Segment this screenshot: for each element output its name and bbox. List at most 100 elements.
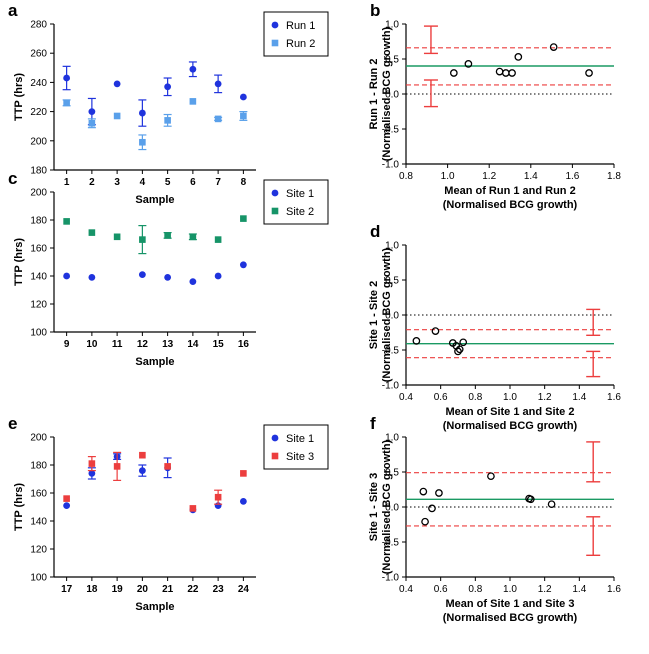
data-point <box>63 502 71 509</box>
data-point <box>88 460 96 467</box>
x-tick-label: 15 <box>213 339 225 350</box>
x-tick-label: 1.8 <box>607 171 621 182</box>
data-point <box>428 504 436 513</box>
x-tick-label: 14 <box>187 339 199 350</box>
data-point <box>164 232 171 239</box>
data-point <box>189 65 197 73</box>
x-tick-label: 1.4 <box>572 584 586 595</box>
y-tick-label: 180 <box>30 461 47 472</box>
x-tick-label: 17 <box>61 584 73 595</box>
panel-b: b -1.0 -0.5 0.0 0.5 1.0 0.8 1.0 1.2 1.4 1.6 1.8 Mean… <box>368 1 621 211</box>
legend-label: Site 1 <box>286 433 314 445</box>
x-tick-label: 21 <box>162 584 174 595</box>
data-point <box>495 67 504 76</box>
data-point <box>88 470 96 477</box>
data-point <box>214 272 222 280</box>
y-axis-label: Site 1 - Site 2 <box>368 281 380 349</box>
data-point <box>139 138 146 146</box>
y-axis-label: TTP (hrs) <box>13 73 25 121</box>
data-point <box>214 236 222 243</box>
panel-f: f -1.0 -0.5 0.0 0.5 1.0 0.4 0.6 0.8 1.0 1.2 1.4 1.6 M… <box>368 414 621 624</box>
panel-e: e 100 120 140 160 180 200 17 18 19 20 21 22 23 24 Sampl… <box>8 414 329 613</box>
data-point <box>526 495 535 504</box>
x-tick-label: 1.0 <box>503 392 517 403</box>
data-point <box>164 83 172 91</box>
x-axis-label: Mean of Run 1 and Run 2 <box>444 185 575 197</box>
y-tick-label: 200 <box>30 188 47 199</box>
x-tick-label: 11 <box>112 339 123 350</box>
y-tick-label: 180 <box>30 216 47 227</box>
legend-label: Run 1 <box>286 20 315 32</box>
y-tick-label: 140 <box>30 517 47 528</box>
data-point <box>113 233 121 241</box>
data-point <box>464 60 473 68</box>
y-axis-label: TTP (hrs) <box>13 483 25 531</box>
data-point <box>63 218 70 225</box>
y-tick-label: 0.5 <box>385 55 399 66</box>
data-point <box>138 467 146 474</box>
y-axis-label-units: (Normalised BCG growth) <box>381 439 393 574</box>
y-tick-label: 160 <box>30 489 47 500</box>
y-tick-label: 180 <box>30 166 47 177</box>
data-point <box>88 229 96 236</box>
data-point <box>214 493 222 501</box>
x-axis-label: Sample <box>135 356 174 368</box>
y-tick-label: -1.0 <box>382 573 400 584</box>
data-point <box>214 80 222 88</box>
x-tick-label: 0.8 <box>399 171 413 182</box>
x-tick-label: 7 <box>215 177 221 188</box>
y-tick-label: 140 <box>30 272 47 283</box>
y-tick-label: 200 <box>30 136 47 147</box>
x-tick-label: 1.6 <box>607 584 621 595</box>
legend-marker <box>271 39 279 47</box>
x-tick-label: 0.8 <box>468 584 482 595</box>
y-tick-label: 120 <box>30 300 47 311</box>
legend-marker <box>271 434 279 442</box>
y-tick-label: -0.5 <box>382 538 400 549</box>
x-tick-label: 9 <box>64 339 70 350</box>
x-tick-label: 0.6 <box>434 584 448 595</box>
data-point <box>501 69 510 77</box>
y-tick-label: 1.0 <box>385 241 399 252</box>
panel-letter-e: e <box>8 414 17 433</box>
x-tick-label: 22 <box>187 584 199 595</box>
data-point <box>240 215 247 222</box>
x-axis-label-units: (Normalised BCG growth) <box>443 612 578 624</box>
y-tick-label: 160 <box>30 244 47 255</box>
data-point <box>455 345 464 354</box>
data-point <box>88 108 96 115</box>
data-point <box>449 69 458 77</box>
x-tick-label: 12 <box>137 339 149 350</box>
y-tick-label: 0.5 <box>385 276 399 287</box>
data-point <box>63 272 71 280</box>
data-point <box>88 119 96 127</box>
x-tick-label: 0.8 <box>468 392 482 403</box>
x-tick-label: 10 <box>86 339 98 350</box>
y-tick-label: 200 <box>30 433 47 444</box>
y-tick-label: -0.5 <box>382 125 400 136</box>
x-axis-label: Mean of Site 1 and Site 2 <box>446 406 575 418</box>
legend-marker <box>271 207 279 215</box>
data-point <box>139 451 146 459</box>
x-tick-label: 0.6 <box>434 392 448 403</box>
data-point <box>431 327 440 335</box>
data-point <box>454 347 462 356</box>
panel-letter-f: f <box>370 414 376 433</box>
y-tick-label: 1.0 <box>385 433 399 444</box>
data-point <box>214 115 222 123</box>
y-tick-label: -1.0 <box>382 381 400 392</box>
panel-letter-a: a <box>8 1 18 20</box>
data-point <box>549 43 558 51</box>
x-axis-label-units: (Normalised BCG growth) <box>443 199 578 211</box>
data-point <box>138 271 146 278</box>
legend-marker <box>271 189 279 197</box>
data-point <box>419 487 428 496</box>
x-tick-label: 1.4 <box>572 392 586 403</box>
x-tick-label: 4 <box>140 177 146 188</box>
panel-letter-d: d <box>370 222 380 241</box>
x-tick-label: 1.6 <box>607 392 621 403</box>
y-axis-label: Run 1 - Run 2 <box>368 59 380 130</box>
x-tick-label: 1.4 <box>524 171 538 182</box>
x-tick-label: 1.2 <box>482 171 496 182</box>
